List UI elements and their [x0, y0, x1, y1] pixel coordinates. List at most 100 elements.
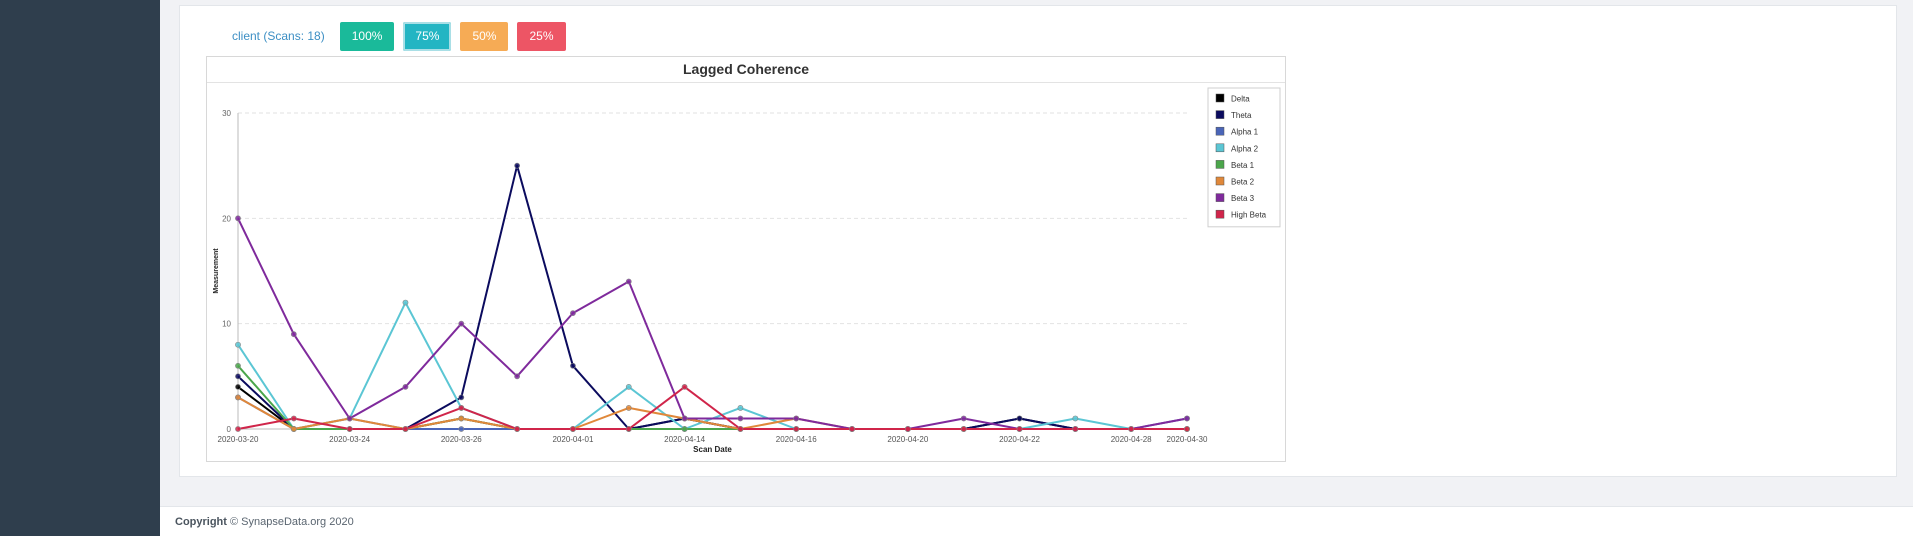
legend-label-alpha-2: Alpha 2	[1231, 144, 1259, 153]
data-point-high-beta	[1072, 426, 1079, 432]
data-point-high-beta	[904, 426, 911, 432]
data-point-beta-3	[346, 415, 353, 422]
data-point-high-beta	[458, 405, 465, 411]
legend-swatch-beta-2	[1215, 176, 1225, 186]
series-line-theta	[237, 164, 1187, 430]
x-tick-label: 2020-04-14	[664, 435, 705, 444]
legend-label-beta-2: Beta 2	[1231, 178, 1255, 187]
x-tick-label: 2020-03-24	[329, 435, 370, 444]
data-point-beta-2	[458, 415, 465, 422]
legend-swatch-alpha-2	[1215, 143, 1225, 153]
legend: Delta Theta Alpha 1 Alpha 2 Beta 1 Beta 2 Beta…	[1207, 87, 1281, 228]
x-axis-label: Scan Date	[693, 445, 732, 454]
data-point-theta	[570, 362, 576, 369]
data-point-theta	[514, 162, 521, 169]
data-point-high-beta	[737, 426, 744, 432]
data-point-theta	[235, 373, 241, 380]
copyright-prefix: Copyright	[175, 516, 227, 528]
data-point-alpha-2	[402, 299, 409, 306]
toolbar: client (Scans: 18) 100% 75% 50% 25%	[232, 21, 575, 51]
data-point-alpha-2	[235, 341, 241, 348]
data-point-high-beta	[402, 426, 409, 432]
data-point-alpha-1	[458, 426, 465, 432]
chart-panel: Lagged Coherence 0 10 20 30 2020-03-20 2020-0…	[206, 56, 1286, 462]
data-point-beta-1	[235, 362, 241, 369]
data-point-high-beta	[514, 426, 521, 432]
data-point-beta-1	[681, 426, 688, 432]
legend-label-theta: Theta	[1231, 111, 1252, 120]
data-point-alpha-2	[737, 405, 744, 411]
legend-swatch-alpha-1	[1215, 126, 1225, 136]
sidebar	[0, 0, 160, 536]
axis-layer: 0 10 20 30 2020-03-20 2020-03-24 2020-03-26 202…	[213, 109, 1208, 454]
legend-swatch-beta-1	[1215, 160, 1225, 169]
copyright-text: Copyright © SynapseData.org 2020	[175, 516, 354, 528]
data-point-high-beta	[235, 426, 241, 432]
x-tick-label: 2020-04-01	[552, 435, 593, 444]
data-point-alpha-2	[1072, 415, 1079, 422]
data-point-high-beta	[849, 426, 855, 432]
series-layer	[235, 162, 1190, 432]
data-point-beta-3	[625, 278, 632, 285]
data-point-high-beta	[290, 415, 297, 422]
data-point-beta-3	[1184, 415, 1190, 422]
legend-swatch-beta-3	[1215, 193, 1225, 202]
data-point-beta-3	[458, 320, 465, 327]
data-point-high-beta	[625, 426, 632, 432]
data-point-beta-3	[570, 310, 576, 317]
data-point-delta	[235, 383, 241, 390]
y-tick-label: 30	[222, 109, 231, 118]
data-point-high-beta	[793, 426, 800, 432]
data-point-alpha-2	[625, 383, 632, 390]
data-point-beta-2	[290, 426, 297, 432]
data-point-high-beta	[1128, 426, 1135, 432]
footer: Copyright © SynapseData.org 2020	[160, 506, 1913, 536]
x-tick-label: 2020-04-28	[1111, 435, 1152, 444]
chart-title: Lagged Coherence	[207, 57, 1285, 83]
y-tick-label: 10	[222, 320, 231, 329]
legend-swatch-delta	[1215, 93, 1225, 103]
series-line-alpha-2	[237, 301, 1187, 430]
x-tick-label: 2020-03-26	[441, 435, 482, 444]
data-point-high-beta	[570, 426, 576, 432]
x-tick-label: 2020-04-30	[1167, 435, 1208, 444]
client-scans-link[interactable]: client (Scans: 18)	[232, 29, 325, 43]
legend-swatch-high-beta	[1215, 209, 1225, 219]
data-point-beta-3	[290, 331, 297, 338]
percent-25-button[interactable]: 25%	[517, 21, 566, 51]
data-point-high-beta	[960, 426, 967, 432]
legend-label-high-beta: High Beta	[1231, 211, 1267, 220]
data-point-high-beta	[346, 426, 353, 432]
x-tick-label: 2020-04-20	[887, 435, 928, 444]
data-point-theta	[458, 394, 465, 401]
data-point-high-beta	[681, 383, 688, 390]
y-axis-label: Measurement	[213, 248, 220, 294]
y-tick-label: 0	[227, 425, 232, 434]
copyright-owner: © SynapseData.org 2020	[230, 516, 354, 528]
data-point-beta-3	[402, 383, 409, 390]
data-point-beta-3	[960, 415, 967, 422]
x-tick-label: 2020-03-20	[218, 435, 259, 444]
series-line-beta-1	[237, 365, 1187, 430]
x-tick-label: 2020-04-16	[776, 435, 817, 444]
data-point-beta-3	[737, 415, 744, 422]
data-point-beta-2	[235, 394, 241, 401]
series-line-high-beta	[237, 385, 1187, 430]
percent-75-button[interactable]: 75%	[403, 21, 452, 51]
lagged-coherence-chart: 0 10 20 30 2020-03-20 2020-03-24 2020-03-26 202…	[213, 87, 1281, 454]
data-point-theta	[1016, 415, 1023, 422]
legend-box	[1207, 87, 1281, 228]
legend-label-beta-3: Beta 3	[1231, 194, 1255, 203]
data-point-beta-3	[681, 415, 688, 422]
percent-100-button[interactable]: 100%	[339, 21, 395, 51]
data-point-high-beta	[1016, 426, 1023, 432]
legend-label-delta: Delta	[1231, 95, 1250, 104]
data-point-beta-3	[235, 215, 241, 222]
data-point-beta-3	[514, 373, 521, 380]
legend-label-beta-1: Beta 1	[1231, 161, 1255, 170]
legend-swatch-theta	[1215, 110, 1225, 119]
percent-50-button[interactable]: 50%	[460, 21, 509, 51]
data-point-beta-3	[793, 415, 800, 422]
data-point-high-beta	[1184, 426, 1190, 432]
x-tick-label: 2020-04-22	[999, 435, 1040, 444]
